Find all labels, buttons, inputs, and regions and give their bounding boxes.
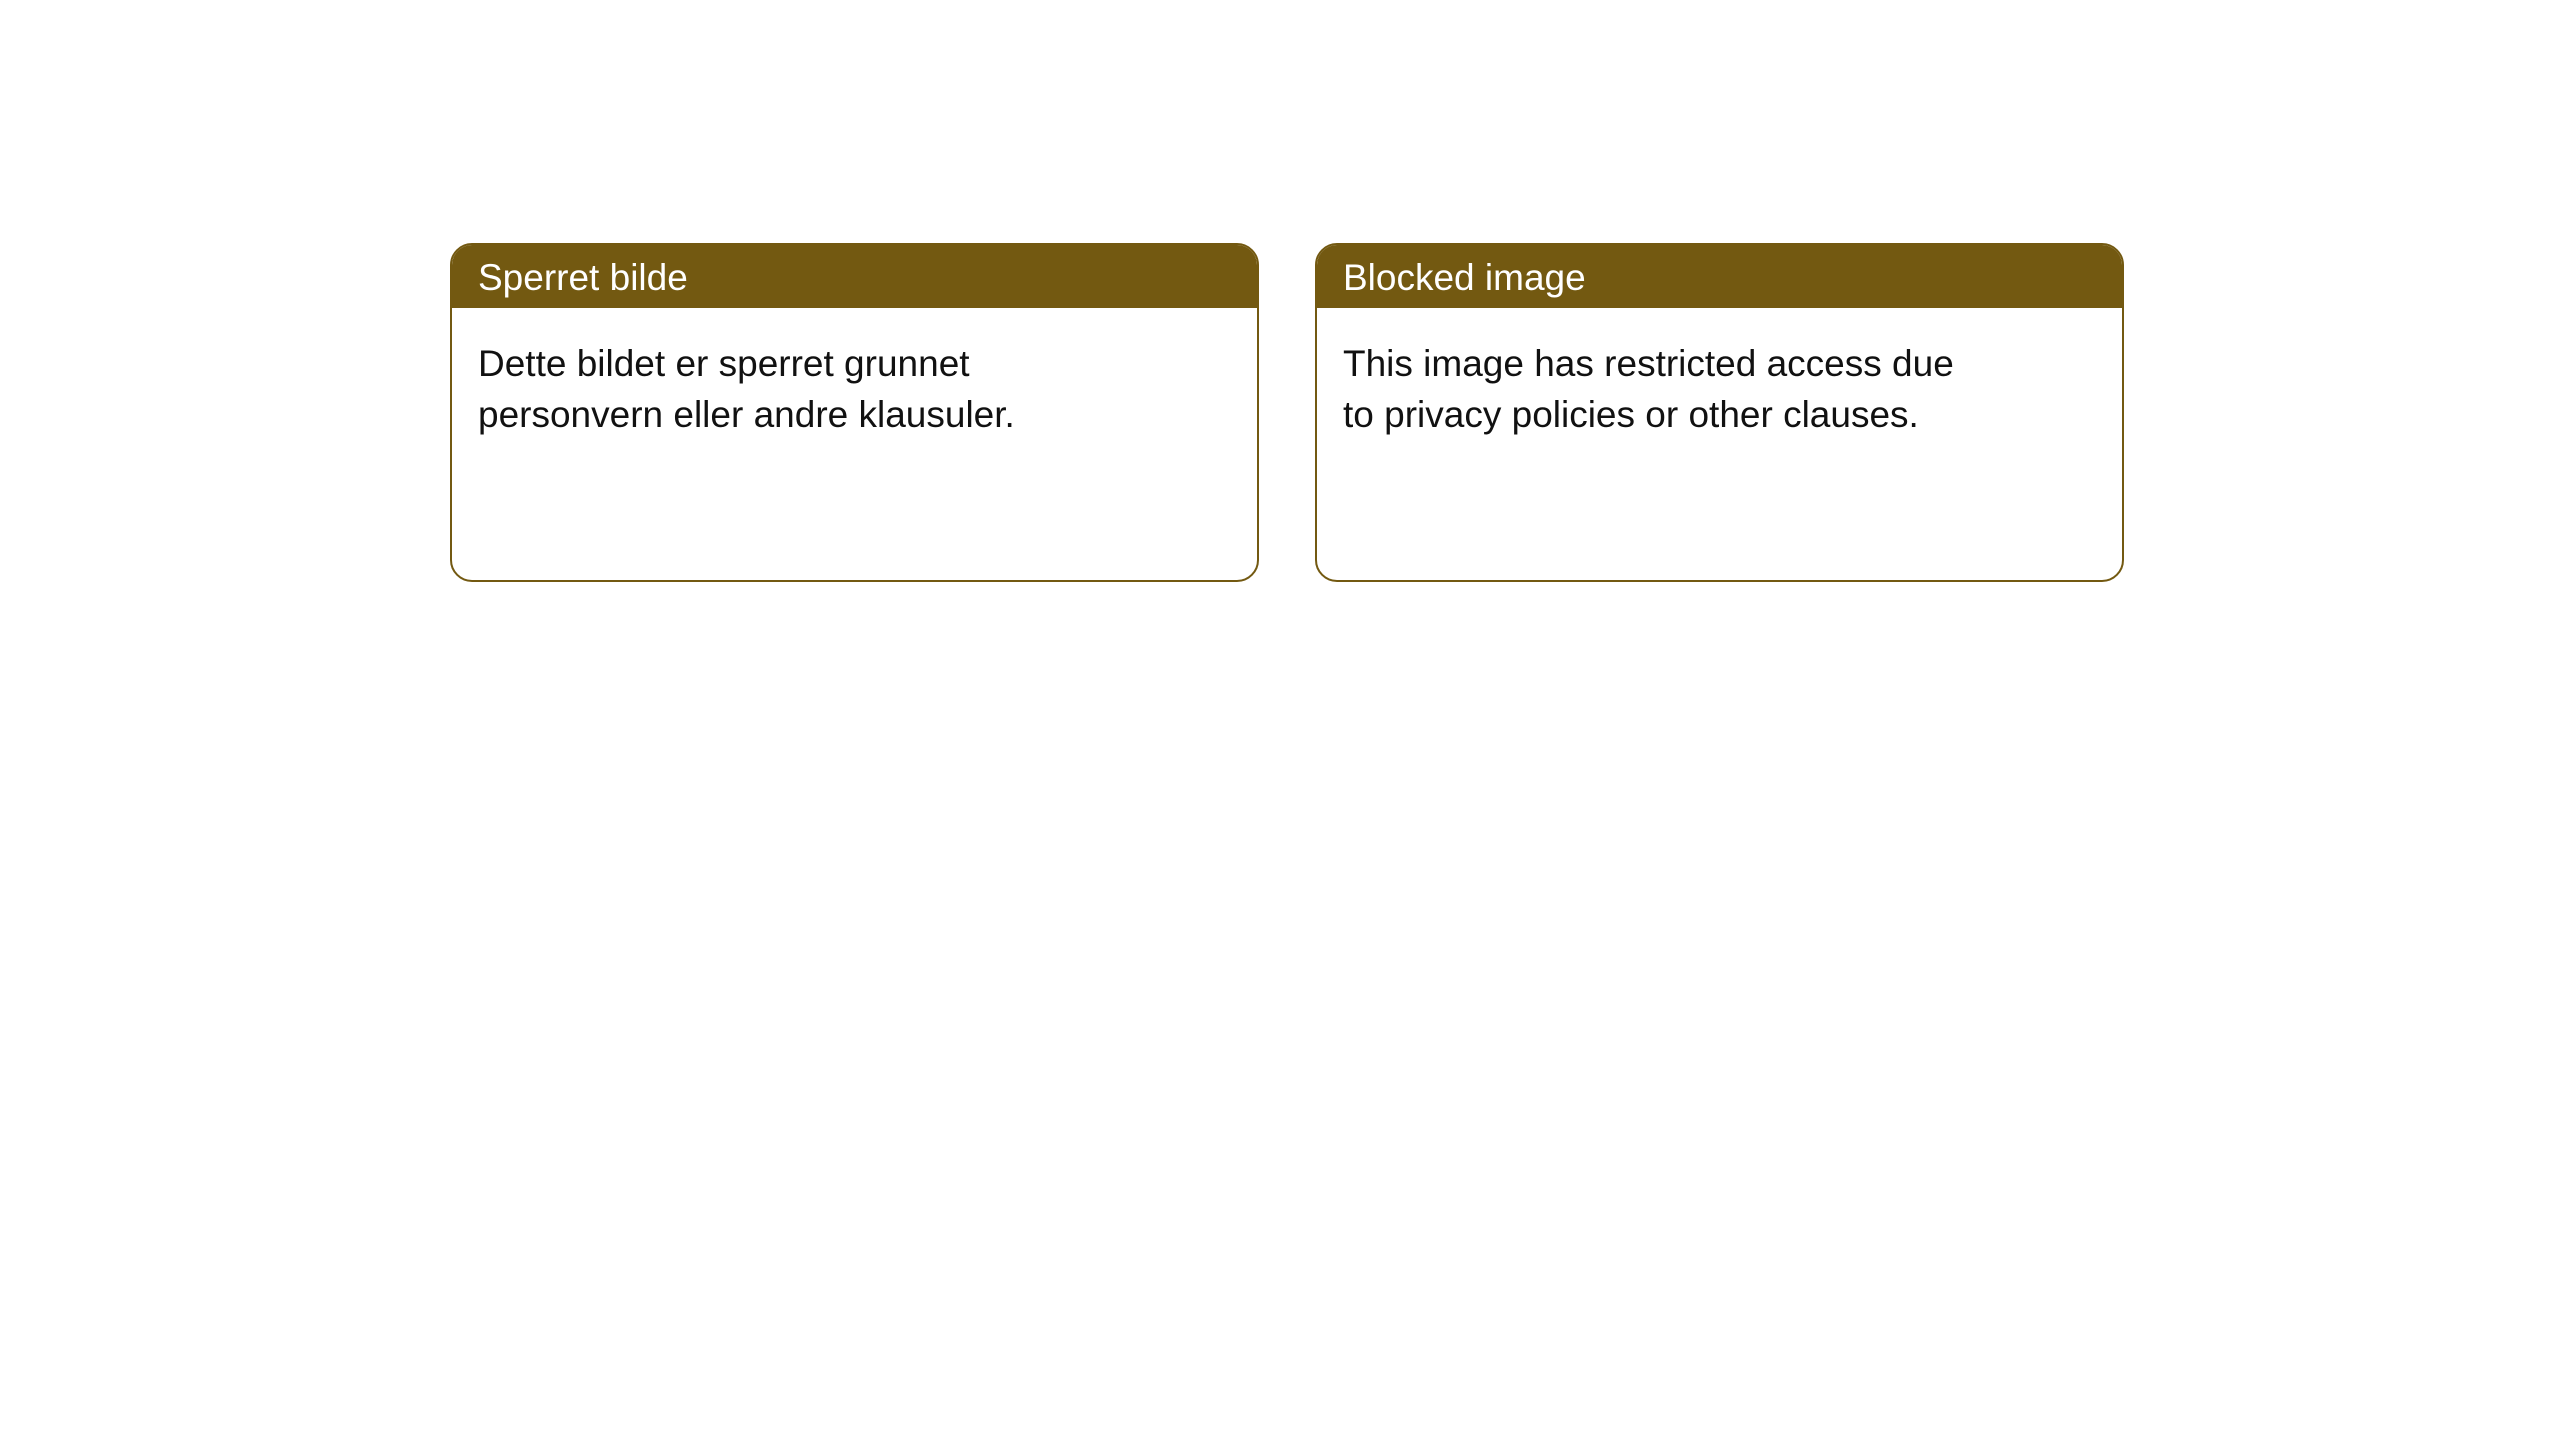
panel-body-no: Dette bildet er sperret grunnet personve…	[452, 308, 1132, 470]
blocked-image-panel-no: Sperret bilde Dette bildet er sperret gr…	[450, 243, 1259, 582]
panel-header-no: Sperret bilde	[452, 245, 1257, 308]
blocked-image-panel-en: Blocked image This image has restricted …	[1315, 243, 2124, 582]
blocked-image-notice-row: Sperret bilde Dette bildet er sperret gr…	[0, 0, 2560, 582]
panel-header-en: Blocked image	[1317, 245, 2122, 308]
panel-body-en: This image has restricted access due to …	[1317, 308, 1997, 470]
